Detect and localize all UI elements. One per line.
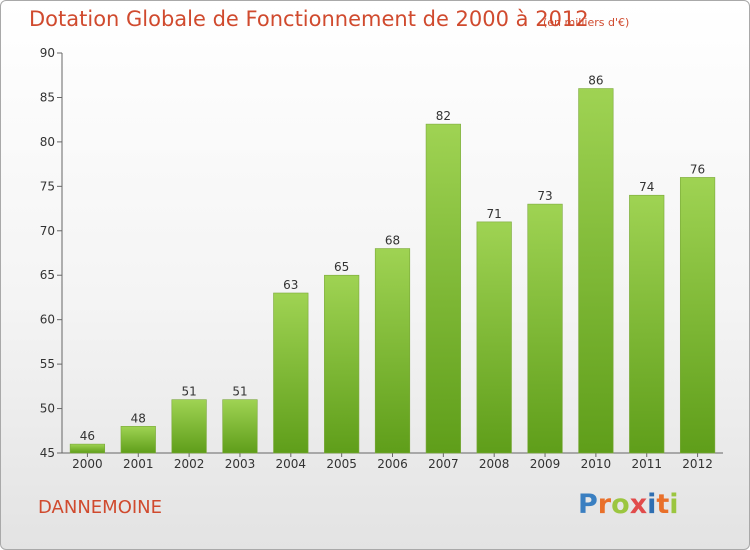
y-tick-label: 55 (40, 357, 55, 371)
y-tick-label: 65 (40, 268, 55, 282)
bar (69, 443, 106, 454)
bar-value-label: 74 (639, 180, 654, 194)
bar-value-label: 82 (436, 109, 451, 123)
chart-subtitle: (en milliers d'€) (543, 16, 630, 29)
logo-letter: P (578, 489, 598, 520)
y-axis: 45 50 55 60 65 70 75 80 85 90 (40, 46, 63, 460)
bar-value-label: 86 (588, 74, 603, 88)
y-tick-label: 80 (40, 135, 55, 149)
logo-letter: t (656, 489, 670, 520)
x-tick-label: 2009 (530, 457, 561, 471)
x-tick-label: 2007 (428, 457, 459, 471)
y-tick-label: 85 (40, 90, 55, 104)
bar-value-label: 46 (80, 429, 95, 443)
commune-name: DANNEMOINE (38, 497, 163, 518)
y-tick-label: 90 (40, 46, 55, 60)
x-tick-label: 2006 (377, 457, 408, 471)
bar-value-label: 76 (690, 162, 705, 176)
y-tick-label: 45 (40, 446, 55, 460)
bar-value-label: 63 (283, 278, 298, 292)
x-tick-label: 2002 (174, 457, 205, 471)
x-tick-label: 2000 (72, 457, 103, 471)
bar-value-label: 48 (131, 411, 146, 425)
chart-title: Dotation Globale de Fonctionnement de 20… (29, 7, 589, 31)
y-tick-label: 70 (40, 224, 55, 238)
bar (120, 426, 156, 454)
x-tick-label: 2004 (276, 457, 307, 471)
bars (69, 88, 716, 454)
bar-value-label: 51 (181, 385, 196, 399)
value-labels: 46 48 51 51 63 65 68 82 71 73 86 74 76 (80, 74, 705, 444)
bar-value-label: 65 (334, 260, 349, 274)
bar-value-label: 73 (537, 189, 552, 203)
logo-letter: i (669, 489, 679, 520)
x-tick-label: 2003 (225, 457, 256, 471)
x-tick-label: 2008 (479, 457, 510, 471)
bar (222, 399, 258, 454)
bar-value-label: 71 (487, 207, 502, 221)
bar (273, 292, 309, 454)
logo-letter: o (611, 489, 630, 520)
bar (629, 194, 665, 454)
proxiti-logo: Proxiti (578, 489, 679, 520)
logo-letter: x (629, 489, 648, 520)
x-tick-label: 2011 (631, 457, 662, 471)
y-tick-label: 75 (40, 179, 55, 193)
x-tick-label: 2012 (682, 457, 713, 471)
x-tick-label: 2005 (326, 457, 357, 471)
x-tick-label: 2010 (581, 457, 612, 471)
bar (324, 274, 360, 454)
bar (527, 203, 563, 454)
bar (374, 248, 411, 454)
logo-letter: i (647, 489, 657, 520)
bar (171, 399, 207, 454)
bar (679, 177, 716, 454)
logo-letter: r (597, 489, 612, 520)
bar-value-label: 51 (232, 385, 247, 399)
bar (476, 221, 512, 454)
y-tick-label: 60 (40, 313, 55, 327)
x-tick-label: 2001 (123, 457, 154, 471)
x-axis: 2000 2001 2002 2003 2004 2005 2006 2007 2008 2009… (62, 452, 723, 471)
bar-value-label: 68 (385, 234, 400, 248)
y-tick-label: 50 (40, 402, 55, 416)
bar (425, 123, 461, 454)
bar (578, 88, 614, 454)
